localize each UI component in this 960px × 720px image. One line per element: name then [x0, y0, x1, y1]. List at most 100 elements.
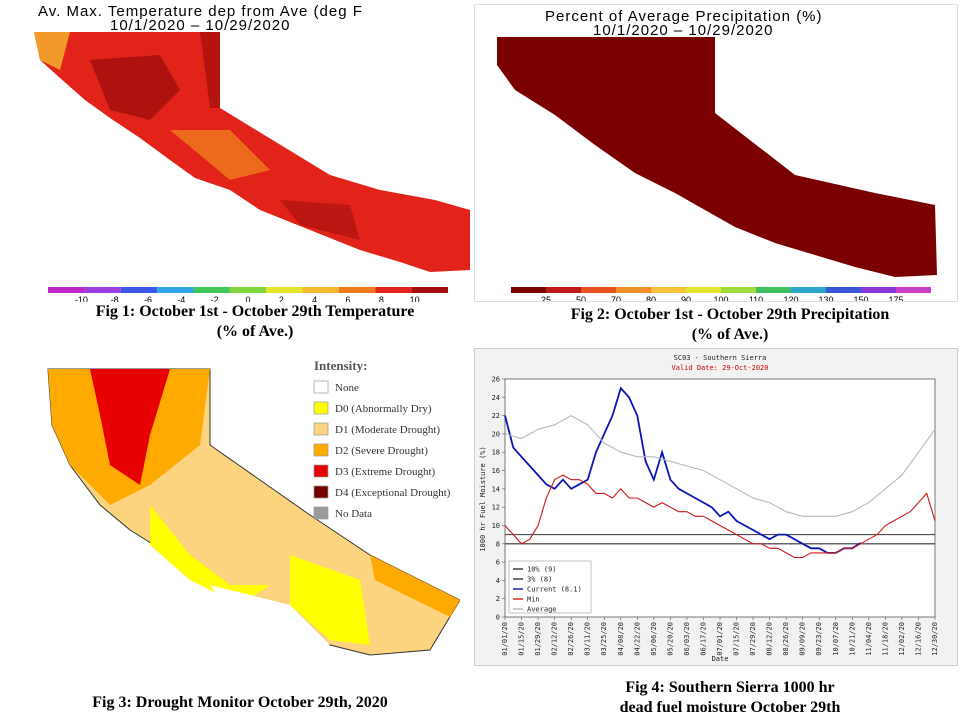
fig2-colorbar-swatch	[826, 287, 861, 293]
x-tick-label: 01/29/20	[534, 622, 542, 656]
x-tick-label: 04/22/20	[633, 622, 641, 656]
series-line-4	[504, 414, 936, 517]
drought-legend-label: D3 (Extreme Drought)	[335, 466, 436, 478]
fig1-title-line1: Av. Max. Temperature dep from Ave (deg F	[38, 3, 363, 20]
fig1-colorbar: -10 -8 -6 -4 -2 0 2 4 6 8 10	[48, 287, 448, 302]
fig3-legend: None D0 (Abnormally Dry) D1 (Moderate Drou…	[313, 380, 451, 520]
y-axis-label: 1000 hr Fuel Moisture (%)	[479, 446, 487, 551]
x-tick-label: 07/29/20	[749, 622, 757, 656]
fig1-colorbar-tick-label: -2	[211, 295, 219, 302]
fig2-colorbar-tick-label: 25	[541, 295, 551, 302]
x-tick-label: 07/01/20	[716, 622, 724, 656]
fig4-caption: Fig 4: Southern Sierra 1000 hr dead fuel…	[540, 678, 920, 718]
drought-legend-label: No Data	[335, 508, 372, 520]
fig1-colorbar-swatch	[266, 287, 303, 293]
y-tick-label: 4	[496, 577, 500, 585]
fig1-colorbar-swatch	[84, 287, 121, 293]
x-tick-label: 12/16/20	[914, 622, 922, 656]
fig1-colorbar-tick-label: 4	[312, 295, 317, 302]
drought-legend-label: D2 (Severe Drought)	[335, 445, 428, 457]
fig1-colorbar-swatch	[157, 287, 194, 293]
fig2-colorbar-swatch	[791, 287, 826, 293]
fig1-title-line2: 10/1/2020 – 10/29/2020	[110, 17, 290, 34]
fig1-colorbar-tick-label: 8	[379, 295, 384, 302]
drought-legend-label: D4 (Exceptional Drought)	[335, 487, 451, 499]
fig4-caption-line1: Fig 4: Southern Sierra 1000 hr	[625, 679, 835, 696]
fig2-colorbar-swatch	[721, 287, 756, 293]
fig2-colorbar-tick-label: 90	[681, 295, 691, 302]
x-axis-label: Date	[712, 655, 729, 663]
fig2-caption-line1: Fig 2: October 1st - October 29th Precip…	[570, 306, 890, 323]
y-tick-label: 22	[492, 412, 500, 420]
fig1-colorbar-swatch	[48, 287, 85, 293]
fig1-colorbar-tick-label: -4	[177, 295, 185, 302]
fig1-colorbar-tick-label: 0	[245, 295, 250, 302]
y-tick-label: 10	[492, 522, 500, 530]
x-tick-label: 05/20/20	[666, 622, 674, 656]
y-tick-label: 2	[496, 595, 500, 603]
x-tick-label: 04/08/20	[617, 622, 625, 656]
x-tick-label: 08/12/20	[766, 622, 774, 656]
fig3-caption-line1: Fig 3: Drought Monitor October 29th, 202…	[92, 694, 388, 711]
fig2-map-svg: Percent of Average Precipitation (%) 10/…	[475, 5, 957, 302]
y-tick-label: 20	[492, 430, 500, 438]
y-tick-label: 12	[492, 504, 500, 512]
drought-legend-swatch	[313, 464, 329, 478]
series-line-3	[504, 474, 936, 559]
fig1-colorbar-swatch	[120, 287, 158, 293]
fig1-colorbar-swatch	[375, 287, 412, 293]
x-tick-label: 09/23/20	[815, 622, 823, 656]
fig2-colorbar-swatch	[896, 287, 931, 293]
fig1-colorbar-tick-label: -10	[75, 295, 88, 302]
chart-subtitle: Valid Date: 29-Oct-2020	[672, 364, 769, 372]
fig1-colorbar-swatch	[302, 287, 339, 293]
x-tick-label: 01/15/20	[518, 622, 526, 656]
fig2-title-line1: Percent of Average Precipitation (%)	[545, 8, 823, 25]
x-tick-label: 05/06/20	[650, 622, 658, 656]
drought-legend-label: D0 (Abnormally Dry)	[335, 403, 432, 415]
fig2-colorbar-tick-label: 175	[888, 295, 903, 302]
fig2-colorbar: 25 50 70 80 90 100 110 120 130 150 175	[511, 287, 931, 302]
x-tick-label: 02/12/20	[551, 622, 559, 656]
fig2-colorbar-tick-label: 70	[611, 295, 621, 302]
x-tick-label: 12/02/20	[898, 622, 906, 656]
fig2-colorbar-swatch	[581, 287, 616, 293]
fig1-colorbar-swatch	[411, 287, 448, 293]
drought-legend-swatch	[313, 443, 329, 457]
x-tick-label: 03/11/20	[584, 622, 592, 656]
y-tick-label: 16	[492, 467, 500, 475]
drought-legend-swatch	[313, 422, 329, 436]
y-tick-label: 24	[492, 394, 500, 402]
fig2-precipitation-map: Percent of Average Precipitation (%) 10/…	[474, 4, 958, 302]
fig3-map-svg: Intensity: None D0 (Abnormally Dry) D1 (Mo…	[30, 355, 460, 667]
fig1-colorbar-tick-label: -6	[144, 295, 152, 302]
chart-legend-label: Average	[527, 606, 557, 614]
y-tick-label: 26	[492, 376, 500, 384]
fig1-caption: Fig 1: October 1st - October 29th Temper…	[40, 302, 470, 342]
fig4-chart-svg: SC03 - Southern Sierra Valid Date: 29-Oc…	[479, 354, 939, 663]
fig2-title-line2: 10/1/2020 – 10/29/2020	[593, 22, 773, 39]
y-tick-label: 0	[496, 614, 500, 622]
fig2-colorbar-tick-label: 150	[853, 295, 868, 302]
drought-legend-swatch	[313, 380, 329, 394]
fig3-drought-map: Intensity: None D0 (Abnormally Dry) D1 (Mo…	[30, 355, 460, 667]
fig2-colorbar-swatch	[651, 287, 686, 293]
x-tick-label: 10/21/20	[848, 622, 856, 656]
drought-legend-swatch	[313, 485, 329, 499]
drought-legend-label: D1 (Moderate Drought)	[335, 424, 440, 436]
fig1-map-svg: Av. Max. Temperature dep from Ave (deg F…	[30, 0, 470, 302]
fig4-fuel-moisture-chart: SC03 - Southern Sierra Valid Date: 29-Oc…	[474, 348, 958, 666]
x-tick-label: 12/30/20	[931, 622, 939, 656]
fig2-colorbar-swatch	[861, 287, 896, 293]
chart-legend-label: 10% (9)	[527, 566, 557, 574]
fig2-colorbar-swatch	[546, 287, 581, 293]
fig2-colorbar-tick-label: 100	[713, 295, 728, 302]
x-tick-label: 11/04/20	[865, 622, 873, 656]
fig2-colorbar-swatch	[511, 287, 546, 293]
fig2-colorbar-tick-label: 120	[783, 295, 798, 302]
fig3-legend-title: Intensity:	[314, 358, 367, 373]
fig1-caption-line2: (% of Ave.)	[216, 323, 294, 340]
fig3-caption: Fig 3: Drought Monitor October 29th, 202…	[40, 693, 440, 713]
drought-legend-label: None	[335, 382, 359, 394]
y-tick-label: 18	[492, 449, 500, 457]
